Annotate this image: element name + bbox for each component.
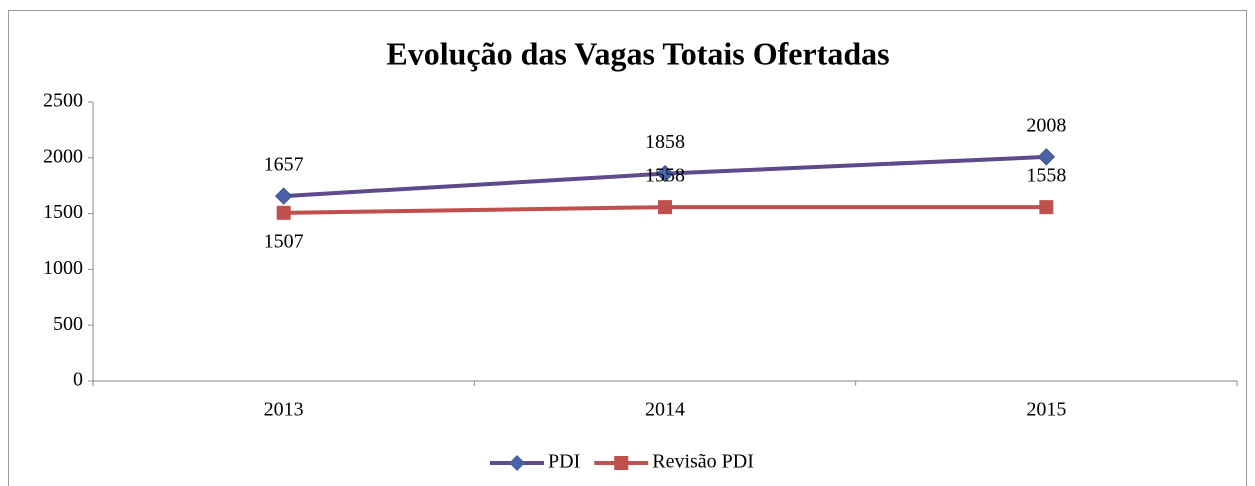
data-label: 2008: [1026, 115, 1066, 137]
marker: [1037, 148, 1056, 166]
marker: [656, 164, 674, 183]
legend-marker: [614, 456, 629, 470]
data-label: 1558: [1026, 165, 1066, 187]
data-label: 1507: [264, 230, 304, 252]
legend-marker: [509, 455, 525, 471]
data-label: 1657: [264, 154, 304, 176]
y-tick-label: 2500: [43, 90, 83, 112]
legend-label: PDI: [548, 451, 580, 473]
chart-border: [8, 10, 1247, 486]
marker: [274, 187, 293, 205]
y-tick-label: 0: [73, 369, 83, 391]
y-tick-label: 2000: [43, 145, 83, 167]
data-label: 1858: [645, 131, 685, 153]
x-tick-label: 2013: [264, 399, 304, 421]
y-tick-label: 1500: [43, 201, 83, 223]
marker: [658, 200, 672, 215]
marker: [1039, 200, 1054, 215]
marker: [276, 205, 291, 220]
x-tick-label: 2015: [1026, 399, 1066, 421]
chart-title: Evolução das Vagas Totais Ofertadas: [386, 35, 889, 71]
data-label: 1558: [645, 165, 685, 187]
x-tick-label: 2014: [645, 399, 685, 421]
legend-label: Revisão PDI: [652, 451, 754, 473]
y-tick-label: 1000: [43, 257, 83, 279]
y-tick-label: 500: [53, 313, 83, 335]
